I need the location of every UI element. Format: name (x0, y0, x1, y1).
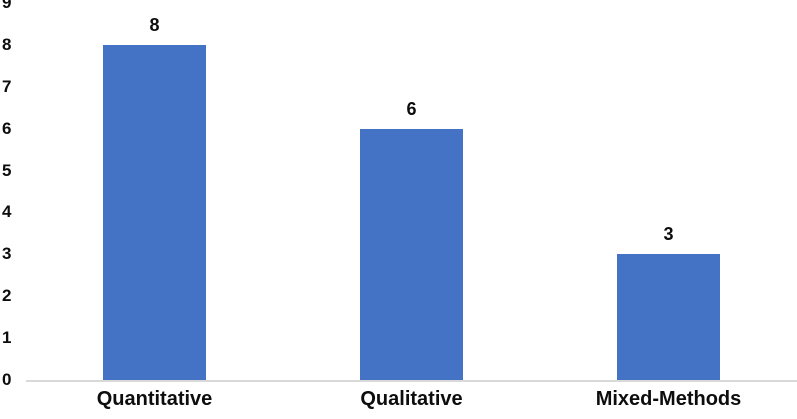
bar-slot: 6 (283, 3, 540, 380)
y-tick-label: 1 (2, 328, 12, 348)
y-tick-label: 4 (2, 202, 12, 222)
bar: 3 (617, 224, 720, 380)
bar-slot: 8 (26, 3, 283, 380)
bar-value-label: 6 (406, 98, 417, 119)
y-tick-label: 3 (2, 244, 12, 264)
y-tick-label: 2 (2, 286, 12, 306)
x-category-label: Quantitative (96, 388, 213, 410)
plot-area: 8 6 3 (26, 3, 797, 382)
x-axis-labels: Quantitative Qualitative Mixed-Methods (26, 386, 797, 412)
bar: 8 (103, 15, 206, 380)
y-tick-label: 6 (2, 118, 12, 138)
y-tick-label: 5 (2, 160, 12, 180)
y-tick-label: 0 (2, 370, 12, 389)
bar-slot: 3 (540, 3, 797, 380)
x-category-label: Qualitative (360, 388, 463, 410)
y-tick-label: 9 (2, 0, 12, 12)
y-tick-label: 8 (2, 34, 12, 54)
bar-value-label: 8 (149, 14, 160, 35)
bar-value-label: 3 (663, 224, 674, 245)
bar: 6 (360, 99, 463, 380)
y-tick-label: 7 (2, 76, 12, 96)
x-category-label: Mixed-Methods (595, 388, 742, 410)
y-axis: 0 1 2 3 4 5 6 7 8 9 (0, 0, 26, 390)
